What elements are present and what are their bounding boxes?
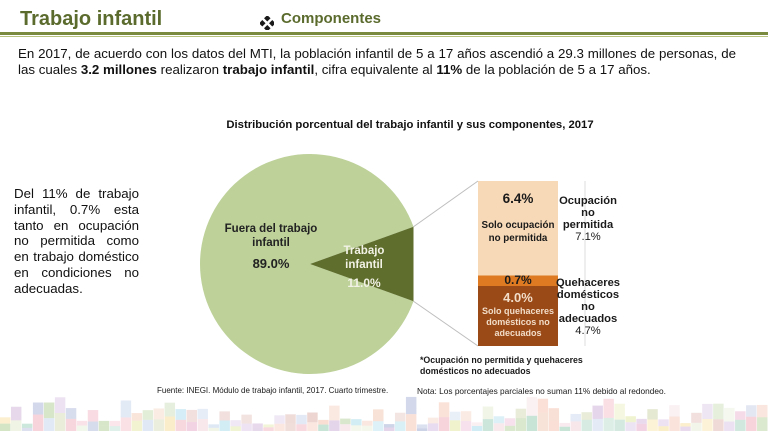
svg-text:Ocupación: Ocupación bbox=[559, 195, 617, 207]
svg-text:adecuados: adecuados bbox=[559, 313, 617, 325]
svg-text:4.0%: 4.0% bbox=[503, 290, 533, 305]
svg-text:domésticos no: domésticos no bbox=[486, 317, 550, 327]
svg-text:11.0%: 11.0% bbox=[347, 276, 381, 290]
svg-text:adecuados: adecuados bbox=[494, 328, 541, 338]
svg-text:Trabajo: Trabajo bbox=[344, 245, 385, 257]
svg-text:4.7%: 4.7% bbox=[575, 325, 601, 337]
svg-text:Solo quehaceres: Solo quehaceres bbox=[482, 306, 554, 316]
svg-text:6.4%: 6.4% bbox=[503, 191, 534, 206]
svg-text:domésticos: domésticos bbox=[557, 289, 619, 301]
svg-text:infantil: infantil bbox=[345, 259, 383, 271]
svg-text:Quehaceres: Quehaceres bbox=[556, 277, 620, 289]
svg-text:no permitida: no permitida bbox=[489, 233, 548, 244]
svg-text:no: no bbox=[581, 301, 595, 313]
svg-text:Solo ocupación: Solo ocupación bbox=[482, 220, 555, 231]
svg-text:0.7%: 0.7% bbox=[504, 273, 532, 287]
svg-text:7.1%: 7.1% bbox=[575, 231, 601, 243]
svg-text:no: no bbox=[581, 207, 595, 219]
svg-text:infantil: infantil bbox=[252, 237, 290, 249]
svg-text:Fuera del trabajo: Fuera del trabajo bbox=[225, 223, 318, 235]
svg-text:89.0%: 89.0% bbox=[253, 256, 290, 271]
svg-text:permitida: permitida bbox=[563, 219, 614, 231]
